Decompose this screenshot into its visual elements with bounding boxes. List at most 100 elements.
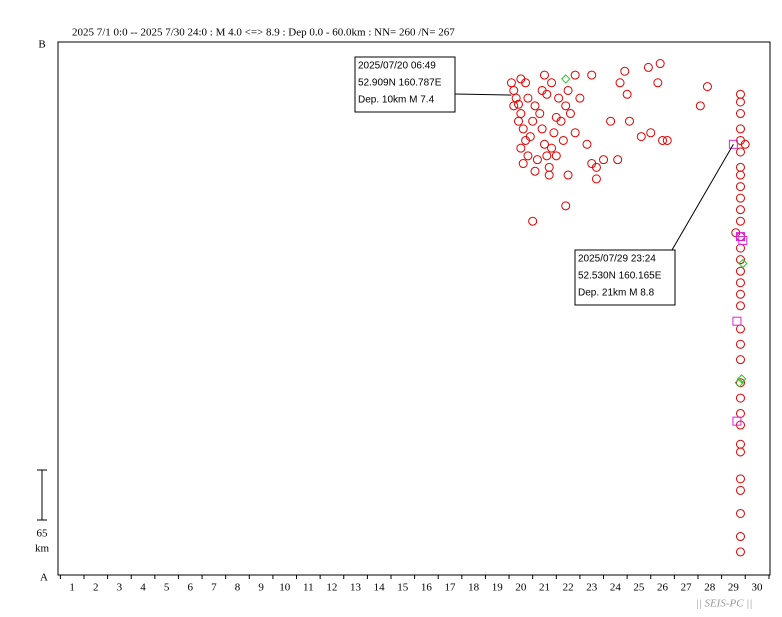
- event-circle: [735, 147, 745, 157]
- event-circle: [506, 78, 516, 88]
- event-circle: [646, 128, 656, 138]
- annotation-text: 52.909N 160.787E: [358, 78, 442, 89]
- x-tick-label: 17: [445, 582, 457, 594]
- x-tick-label: 25: [633, 582, 645, 594]
- event-circle: [735, 378, 745, 388]
- event-circle: [735, 408, 745, 418]
- event-circle: [539, 139, 549, 149]
- annotation-box: [574, 249, 676, 306]
- event-circle: [523, 93, 533, 103]
- x-tick-label: 16: [421, 582, 433, 594]
- event-circle: [539, 70, 549, 80]
- event-circle: [735, 162, 745, 172]
- event-circle: [535, 109, 545, 119]
- x-tick-label: 15: [397, 582, 409, 594]
- event-circle: [735, 243, 745, 253]
- x-tick-label: 6: [187, 582, 193, 594]
- event-square: [732, 416, 742, 426]
- event-square: [728, 139, 738, 149]
- leader-line: [671, 144, 734, 251]
- x-tick-label: 24: [610, 582, 622, 594]
- event-circle: [556, 116, 566, 126]
- event-circle: [582, 139, 592, 149]
- event-circle: [563, 170, 573, 180]
- scale-length: 65: [37, 528, 49, 540]
- event-circle: [549, 128, 559, 138]
- event-circle: [735, 339, 745, 349]
- event-circle: [735, 393, 745, 403]
- event-circle: [735, 439, 745, 449]
- event-circle: [513, 99, 523, 109]
- x-tick-label: 26: [657, 582, 669, 594]
- event-circle: [695, 101, 705, 111]
- event-circle: [615, 78, 625, 88]
- annotation-box: [354, 56, 456, 113]
- event-circle: [563, 85, 573, 95]
- event-circle: [735, 447, 745, 457]
- x-tick-label: 27: [681, 582, 693, 594]
- event-circle: [565, 109, 575, 119]
- event-circle: [606, 116, 616, 126]
- event-circle: [735, 182, 745, 192]
- event-circle: [558, 135, 568, 145]
- event-circle: [525, 132, 535, 142]
- event-circle: [509, 85, 519, 95]
- x-tick-label: 23: [586, 582, 598, 594]
- event-circle: [624, 116, 634, 126]
- event-circle: [658, 135, 668, 145]
- event-circle: [554, 93, 564, 103]
- event-circle: [530, 101, 540, 111]
- event-circle: [599, 155, 609, 165]
- event-circle: [735, 474, 745, 484]
- x-tick-label: 1: [69, 582, 75, 594]
- plot-frame: [57, 41, 771, 576]
- x-tick-label: 22: [563, 582, 574, 594]
- event-diamond: [734, 378, 745, 388]
- event-circle: [643, 62, 653, 72]
- event-circle: [516, 109, 526, 119]
- x-tick-label: 19: [492, 582, 504, 594]
- x-tick-label: 13: [350, 582, 362, 594]
- x-tick-label: 10: [279, 582, 291, 594]
- event-circle: [735, 301, 745, 311]
- x-tick-label: 20: [515, 582, 527, 594]
- event-circle: [591, 174, 601, 184]
- event-circle: [542, 151, 552, 161]
- event-circle: [735, 205, 745, 215]
- x-tick-label: 8: [235, 582, 241, 594]
- x-tick-label: 4: [140, 582, 146, 594]
- event-circle: [662, 135, 672, 145]
- event-circle: [561, 201, 571, 211]
- event-circle: [513, 116, 523, 126]
- event-circle: [570, 70, 580, 80]
- event-circle: [528, 116, 538, 126]
- event-circle: [570, 128, 580, 138]
- event-circle: [735, 216, 745, 226]
- event-circle: [587, 70, 597, 80]
- x-tick-label: 30: [752, 582, 764, 594]
- x-tick-label: 7: [211, 582, 217, 594]
- watermark: || SEIS-PC ||: [696, 598, 753, 610]
- annotation-text: Dep. 10km M 7.4: [358, 95, 435, 106]
- event-circle: [735, 532, 745, 542]
- event-circle: [620, 66, 630, 76]
- event-circle: [591, 162, 601, 172]
- x-tick-label: 3: [117, 582, 123, 594]
- event-circle: [509, 101, 519, 111]
- x-tick-label: 11: [303, 582, 314, 594]
- event-circle: [735, 97, 745, 107]
- event-circle: [547, 143, 557, 153]
- event-circle: [544, 162, 554, 172]
- x-tick-label: 28: [704, 582, 716, 594]
- event-square: [732, 316, 742, 326]
- event-circle: [537, 85, 547, 95]
- x-tick-label: 9: [258, 582, 264, 594]
- event-circle: [575, 93, 585, 103]
- event-circle: [544, 170, 554, 180]
- event-circle: [518, 124, 528, 134]
- annotation-text: 2025/07/20 06:49: [358, 61, 436, 72]
- event-diamond: [561, 74, 571, 84]
- x-tick-label: 21: [539, 582, 550, 594]
- event-square: [735, 232, 745, 242]
- event-circle: [735, 289, 745, 299]
